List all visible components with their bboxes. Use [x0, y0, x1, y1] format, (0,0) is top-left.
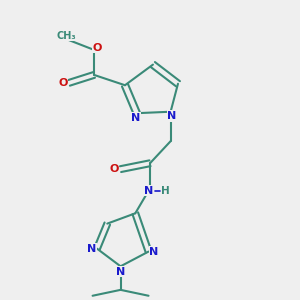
Text: H: H: [161, 186, 170, 196]
Text: N: N: [167, 111, 177, 121]
Text: O: O: [58, 78, 68, 88]
Text: N: N: [116, 267, 125, 277]
Text: CH₃: CH₃: [56, 31, 76, 41]
Text: N: N: [144, 186, 153, 196]
Text: O: O: [110, 164, 119, 174]
Text: N: N: [87, 244, 96, 254]
Text: N: N: [131, 112, 140, 123]
Text: O: O: [93, 43, 102, 52]
Text: N: N: [149, 247, 158, 256]
